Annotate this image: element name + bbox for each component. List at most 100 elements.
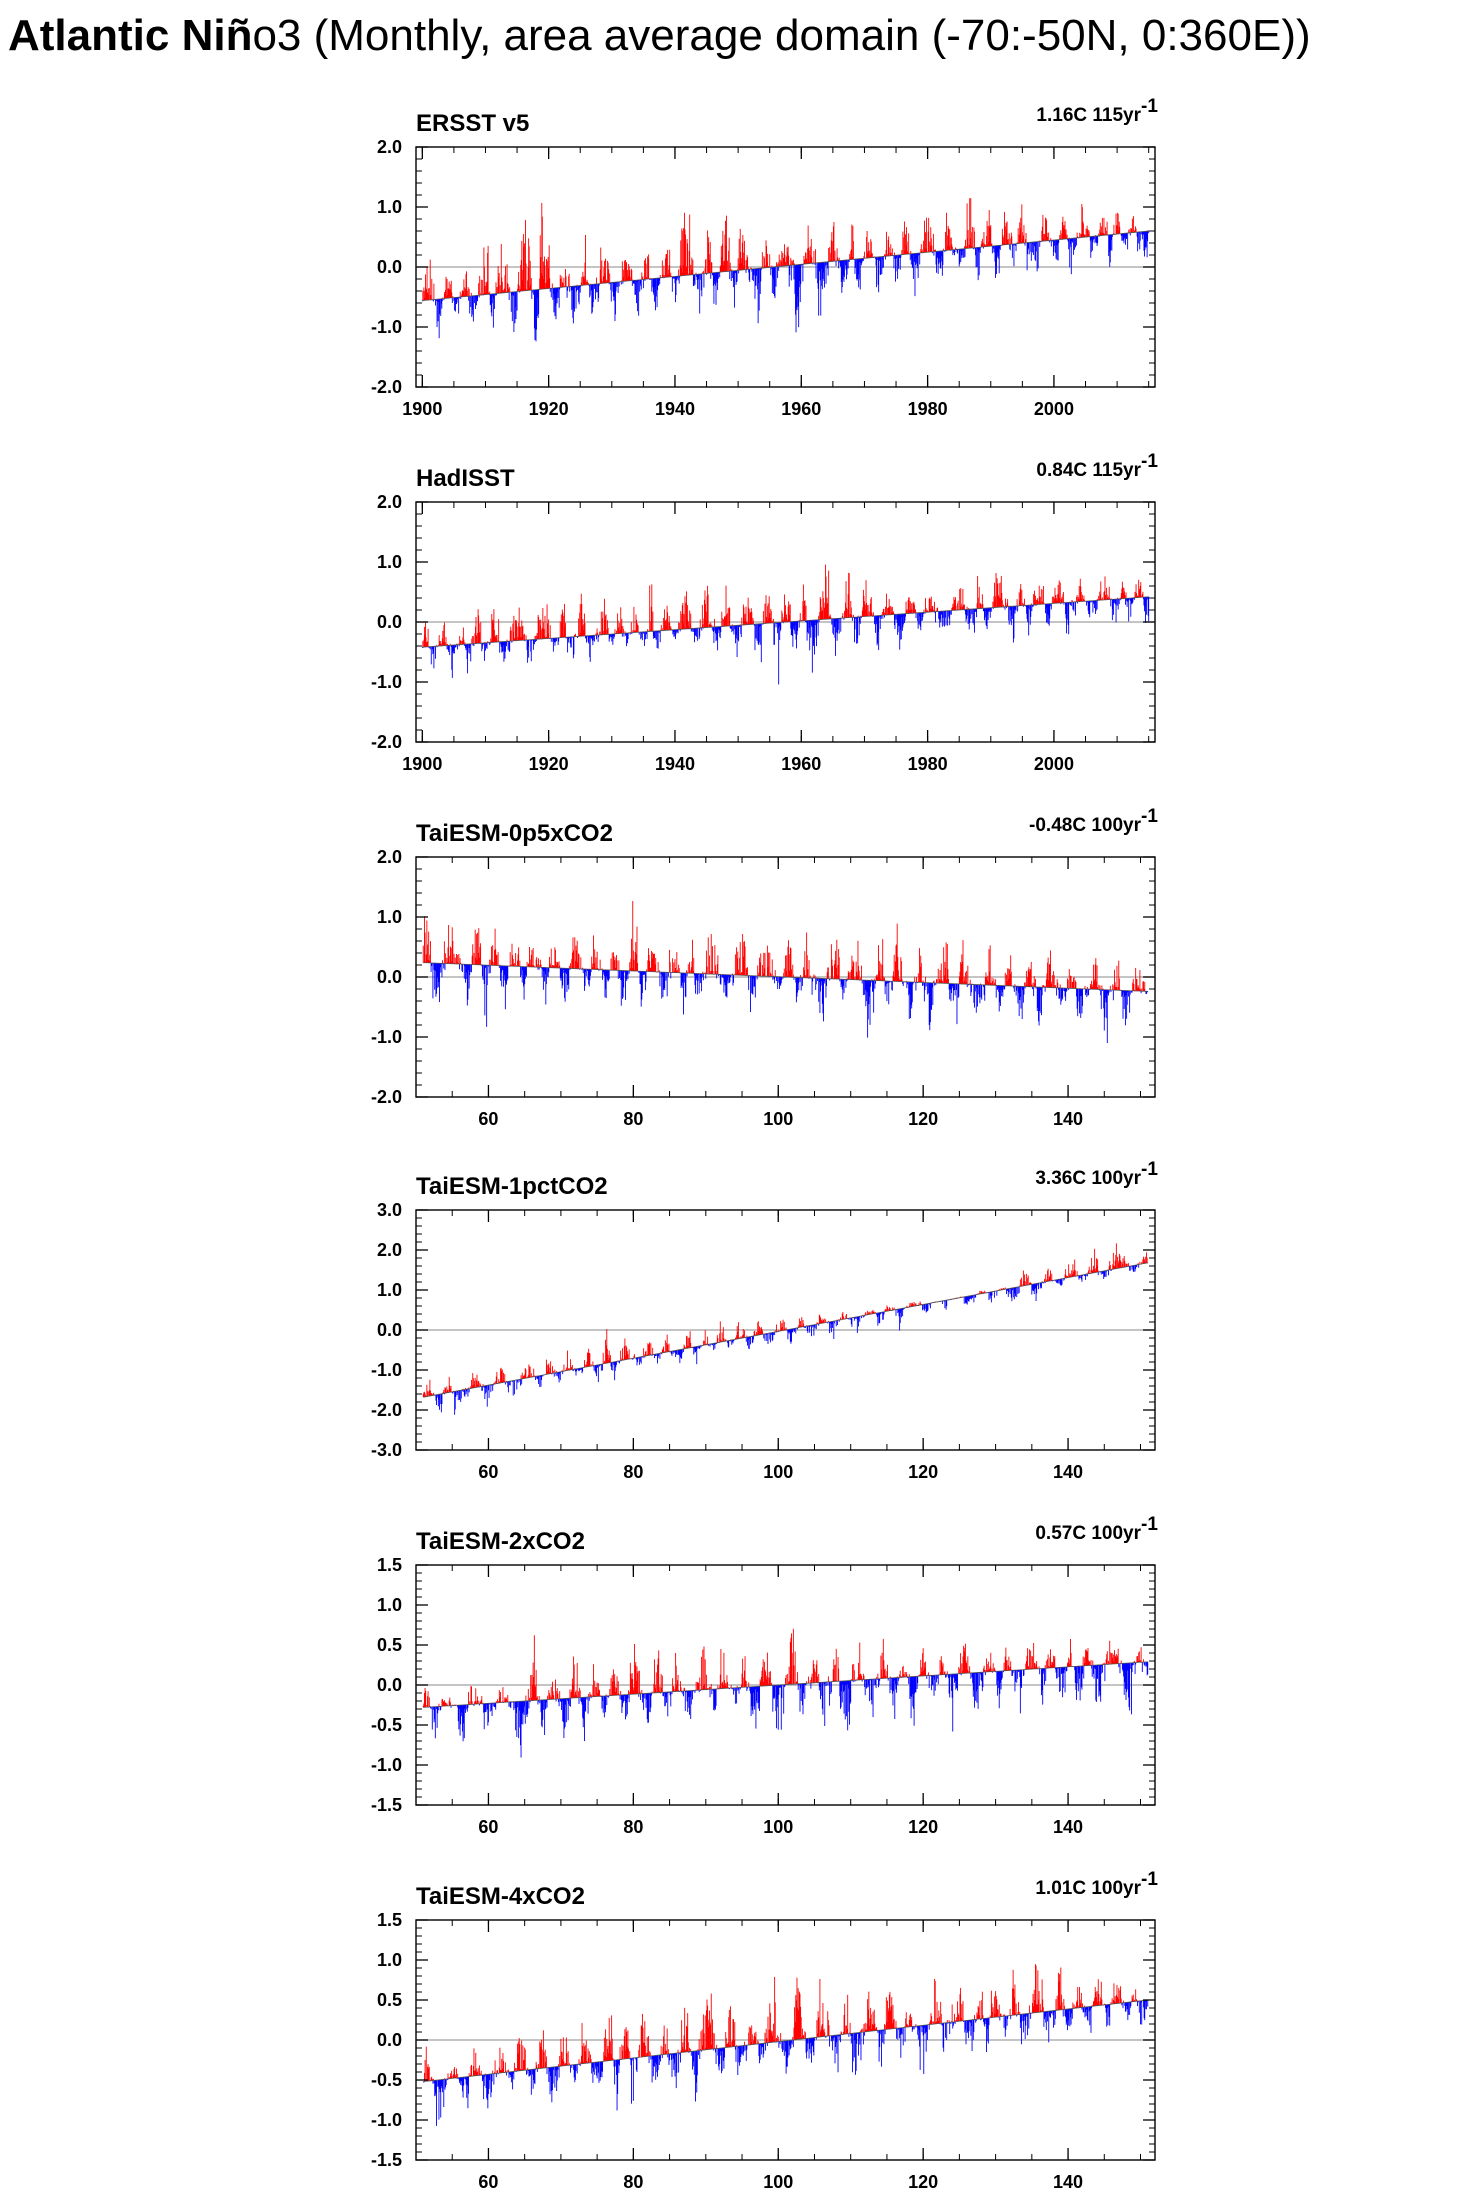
positive-anomaly-bar [722,230,724,272]
positive-anomaly-bar [1071,982,1073,989]
positive-anomaly-bar [625,259,626,282]
positive-anomaly-bar [446,295,447,299]
positive-anomaly-bar [647,258,649,279]
negative-anomaly-bar [584,969,585,991]
negative-anomaly-bar [805,620,806,622]
negative-anomaly-bar [452,645,454,654]
positive-anomaly-bar [450,947,452,964]
positive-anomaly-bar [477,952,479,965]
negative-anomaly-bar [951,983,953,989]
x-tick-label: 1920 [529,399,569,419]
negative-anomaly-bar [885,981,887,984]
negative-anomaly-bar [1111,234,1113,251]
negative-anomaly-bar [655,630,657,640]
negative-anomaly-bar [904,613,906,621]
negative-anomaly-bar [465,964,466,983]
positive-anomaly-bar [431,278,433,300]
negative-anomaly-bar [1068,602,1070,604]
negative-anomaly-bar [822,262,824,273]
positive-anomaly-bar [582,271,584,286]
negative-anomaly-bar [463,964,465,979]
negative-anomaly-bar [1055,239,1056,254]
positive-anomaly-bar [760,953,762,977]
negative-anomaly-bar [1104,989,1106,1018]
negative-anomaly-bar [1033,604,1035,606]
negative-anomaly-bar [966,609,968,619]
negative-anomaly-bar [439,298,441,300]
negative-anomaly-bar [968,609,970,630]
negative-anomaly-bar [431,646,433,650]
negative-anomaly-bar [644,971,646,974]
positive-anomaly-bar [997,583,999,608]
positive-anomaly-bar [988,241,990,247]
positive-anomaly-bar [456,953,457,964]
negative-anomaly-bar [1131,597,1133,604]
positive-anomaly-bar [1006,602,1008,607]
positive-anomaly-bar [929,245,931,252]
positive-anomaly-bar [603,598,605,635]
negative-anomaly-bar [1147,231,1149,242]
positive-anomaly-bar [618,960,620,971]
negative-anomaly-bar [1001,985,1003,993]
negative-anomaly-bar [794,621,796,634]
negative-anomaly-bar [996,245,998,258]
x-tick-label: 1920 [529,754,569,774]
positive-anomaly-bar [632,631,634,633]
negative-anomaly-bar [1032,242,1034,255]
negative-anomaly-bar [914,253,916,297]
positive-anomaly-bar [746,621,747,625]
negative-anomaly-bar [813,620,815,644]
negative-anomaly-bar [1035,604,1037,606]
positive-anomaly-bar [614,968,616,971]
positive-anomaly-bar [1064,229,1065,240]
positive-anomaly-bar [819,611,821,620]
negative-anomaly-bar [950,610,952,615]
negative-anomaly-bar [840,260,842,282]
positive-anomaly-bar [466,290,468,297]
negative-anomaly-bar [898,614,900,627]
positive-anomaly-bar [472,944,474,965]
negative-anomaly-bar [585,635,586,639]
positive-anomaly-bar [599,631,601,635]
negative-anomaly-bar [534,289,536,340]
negative-anomaly-bar [893,255,895,269]
negative-anomaly-bar [568,637,570,643]
positive-anomaly-bar [986,221,988,247]
negative-anomaly-bar [795,264,797,333]
negative-anomaly-bar [1009,606,1011,611]
positive-anomaly-bar [788,954,790,978]
negative-anomaly-bar [1130,598,1132,605]
positive-anomaly-bar [714,945,716,975]
positive-anomaly-bar [994,582,995,608]
negative-anomaly-bar [453,645,455,651]
positive-anomaly-bar [542,607,544,639]
negative-anomaly-bar [1097,235,1099,244]
positive-anomaly-bar [866,230,868,258]
negative-anomaly-bar [591,284,593,313]
negative-anomaly-bar [949,983,951,1000]
positive-anomaly-bar [949,237,951,251]
negative-anomaly-bar [845,260,847,270]
negative-anomaly-bar [606,969,608,980]
negative-anomaly-bar [767,1333,769,1345]
negative-anomaly-bar [931,982,933,1010]
negative-anomaly-bar [713,626,715,644]
positive-anomaly-bar [559,621,561,638]
negative-anomaly-bar [982,608,984,612]
negative-anomaly-bar [836,618,838,633]
negative-anomaly-bar [775,976,777,978]
positive-anomaly-bar [996,578,998,608]
negative-anomaly-bar [542,967,544,970]
positive-anomaly-bar [828,616,830,619]
negative-anomaly-bar [716,626,717,635]
negative-anomaly-bar [793,621,795,630]
negative-anomaly-bar [919,252,921,265]
negative-anomaly-bar [978,247,980,276]
negative-anomaly-bar [1048,603,1050,626]
negative-anomaly-bar [1028,242,1030,255]
positive-anomaly-bar [554,1369,556,1373]
negative-anomaly-bar [592,284,594,303]
negative-anomaly-bar [557,637,559,645]
positive-anomaly-bar [512,958,514,967]
negative-anomaly-bar [454,297,456,300]
